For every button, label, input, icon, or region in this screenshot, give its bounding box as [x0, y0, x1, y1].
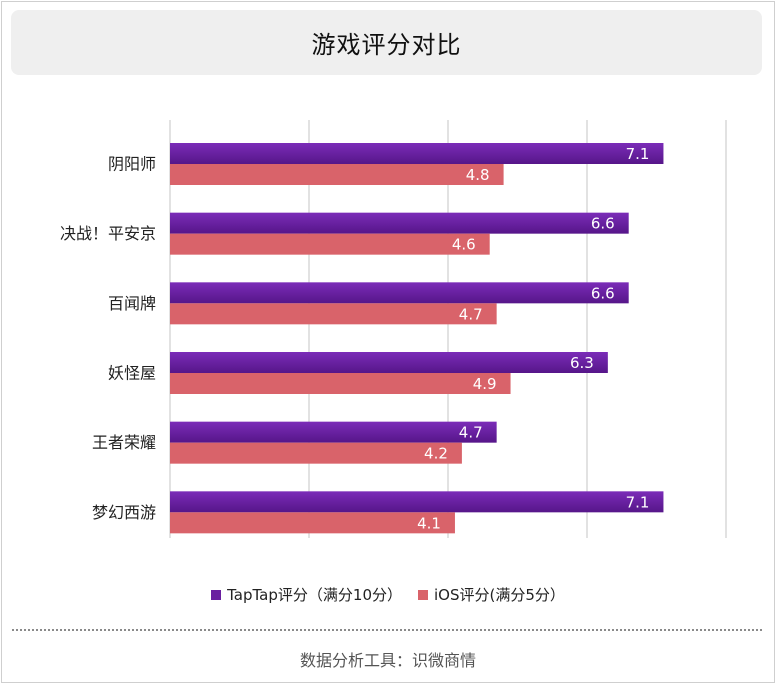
- category-label: 百闻牌: [108, 294, 156, 313]
- bar-taptap: [170, 352, 608, 373]
- data-label: 4.8: [466, 166, 490, 184]
- bar-ios: [170, 303, 497, 325]
- chart-title: 游戏评分对比: [311, 31, 462, 59]
- bar-taptap: [170, 212, 629, 234]
- category-label: 阴阳师: [108, 155, 156, 174]
- bar-taptap: [170, 282, 629, 304]
- bar-ios: [170, 512, 455, 534]
- title-banner: 游戏评分对比: [11, 10, 762, 75]
- data-label: 4.9: [473, 375, 497, 393]
- data-label: 4.1: [417, 514, 441, 532]
- data-label: 6.3: [570, 354, 594, 372]
- gridlines: [169, 120, 727, 538]
- category-label: 决战！平安京: [60, 224, 156, 243]
- legend-item-taptap[interactable]: TapTap评分（满分10分）: [211, 584, 402, 605]
- data-label: 4.7: [459, 424, 483, 442]
- bar-ios: [170, 233, 490, 255]
- footer-divider: [12, 629, 762, 631]
- bar-taptap: [170, 491, 664, 513]
- bar-taptap: [170, 421, 497, 443]
- bar-taptap: [170, 143, 664, 164]
- data-label: 4.7: [459, 305, 483, 323]
- data-label: 4.2: [424, 445, 448, 463]
- data-label: 7.1: [626, 145, 650, 163]
- legend-swatch-ios: [417, 589, 428, 600]
- data-label: 7.1: [626, 493, 650, 511]
- legend-label-taptap: TapTap评分（满分10分）: [227, 586, 402, 604]
- legend-swatch-taptap: [211, 589, 222, 600]
- category-label: 王者荣耀: [92, 433, 156, 452]
- legend-item-ios[interactable]: iOS评分(满分5分）: [417, 584, 565, 605]
- labels: 阴阳师 7.1 4.8 决战！平安京 6.6 4.6 百闻牌 6.6 4.7 妖怪屋 6.3 4.9 王…: [60, 145, 649, 532]
- category-label: 梦幻西游: [92, 503, 156, 522]
- data-label: 6.6: [591, 284, 615, 302]
- bar-ios: [170, 164, 504, 185]
- bar-ios: [170, 373, 511, 394]
- legend: TapTap评分（满分10分） iOS评分(满分5分）: [0, 584, 776, 605]
- category-label: 妖怪屋: [108, 364, 156, 383]
- bars: [170, 143, 664, 534]
- data-label: 4.6: [452, 236, 476, 254]
- bar-ios: [170, 442, 462, 464]
- data-label: 6.6: [591, 215, 615, 233]
- footer-source: 数据分析工具：识微商情: [299, 651, 476, 670]
- legend-label-ios: iOS评分(满分5分）: [433, 586, 565, 604]
